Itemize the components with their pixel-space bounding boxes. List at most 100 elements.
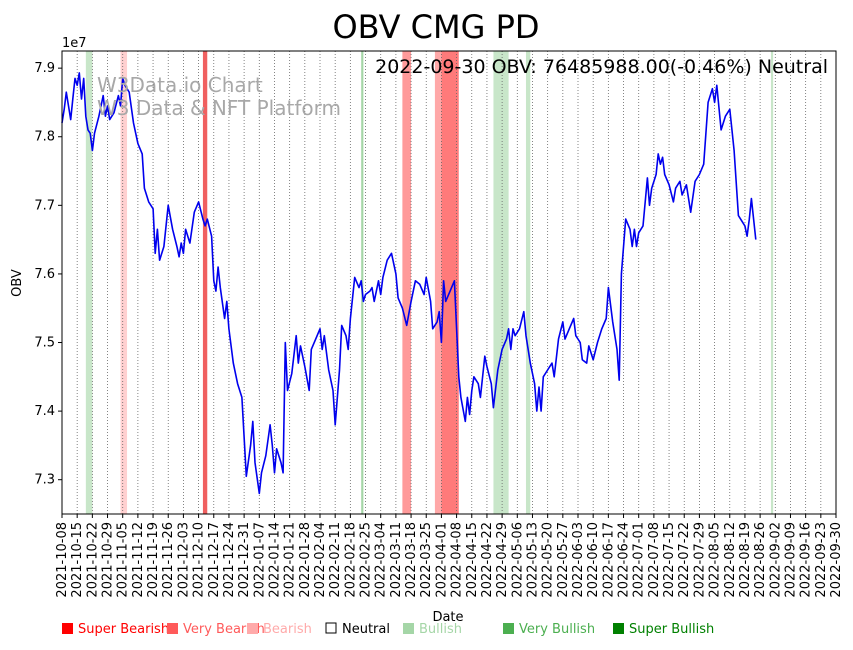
signal-region-bullish (770, 51, 774, 514)
y-tick-label: 7.8 (34, 130, 55, 145)
x-tick-label: 2022-02-04 (313, 522, 328, 598)
x-tick-label: 2022-09-23 (814, 522, 829, 598)
x-tick-label: 2021-11-05 (116, 522, 131, 598)
x-tick-label: 2022-07-08 (647, 522, 662, 598)
x-tick-label: 2021-12-03 (176, 522, 191, 598)
legend-label-super-bearish: Super Bearish (78, 622, 169, 637)
legend-label-very-bearish: Very Bearish (183, 622, 265, 637)
x-axis: 2021-10-08 2021-10-15 2021-10-22 2021-10-29… (55, 514, 844, 598)
x-tick-label: 2021-10-08 (55, 522, 70, 598)
x-tick-label: 2021-12-17 (207, 522, 222, 598)
signal-region-bullish (493, 51, 509, 514)
x-tick-label: 2022-01-07 (252, 522, 267, 598)
signal-region-very-bearish (202, 51, 208, 514)
x-tick-label: 2022-08-26 (753, 522, 768, 598)
x-tick-label: 2022-04-15 (465, 522, 480, 598)
y-tick-label: 7.7 (34, 198, 55, 213)
obv-series-layer (61, 72, 757, 495)
legend-swatch-super-bullish (613, 623, 624, 634)
x-tick-label: 2021-10-29 (101, 522, 116, 598)
x-tick-label: 2022-02-18 (343, 522, 358, 598)
legend-label-neutral: Neutral (342, 622, 390, 637)
chart-title: OBV CMG PD (332, 8, 539, 46)
legend-label-super-bullish: Super Bullish (629, 622, 714, 637)
legend-swatch-very-bullish (503, 623, 514, 634)
x-tick-label: 2021-10-22 (85, 522, 100, 598)
x-tick-label: 2022-07-22 (677, 522, 692, 598)
x-tick-label: 2022-03-04 (374, 522, 389, 598)
x-tick-label: 2021-11-26 (161, 522, 176, 598)
legend-label-very-bullish: Very Bullish (519, 622, 595, 637)
x-tick-label: 2022-01-21 (283, 522, 298, 598)
watermark-line-2: W3 Data & NFT Platform (97, 96, 341, 120)
x-tick-label: 2022-09-09 (783, 522, 798, 598)
x-tick-label: 2022-08-19 (738, 522, 753, 598)
x-tick-label: 2022-06-24 (617, 522, 632, 598)
legend-label-bearish: Bearish (263, 622, 312, 637)
obv-annotation: 2022-09-30 OBV: 76485988.00(-0.46%) Neut… (375, 56, 828, 78)
x-tick-label: 2022-07-01 (632, 522, 647, 598)
x-tick-label: 2022-05-06 (510, 522, 525, 598)
signal-regions (85, 51, 774, 514)
x-tick-label: 2022-07-29 (692, 522, 707, 598)
x-tick-label: 2022-05-20 (541, 522, 556, 598)
x-tick-label: 2021-12-10 (192, 522, 207, 598)
y-axis: 7.3 7.4 7.5 7.6 7.7 7.8 7.9 (34, 61, 62, 488)
y-tick-label: 7.9 (34, 61, 55, 76)
x-tick-label: 2022-07-15 (662, 522, 677, 598)
x-tick-label: 2022-01-28 (298, 522, 313, 598)
signal-region-bullish (85, 51, 93, 514)
x-tick-label: 2022-04-29 (495, 522, 510, 598)
x-tick-label: 2022-06-10 (586, 522, 601, 598)
x-tick-label: 2022-03-18 (404, 522, 419, 598)
vertical-gridlines (61, 51, 837, 514)
x-tick-label: 2022-04-22 (480, 522, 495, 598)
x-tick-label: 2021-10-15 (70, 522, 85, 598)
x-tick-label: 2022-08-05 (708, 522, 723, 598)
signal-region-bearish (120, 51, 128, 514)
x-tick-label: 2022-04-01 (434, 522, 449, 598)
x-tick-label: 2022-05-27 (556, 522, 571, 598)
signal-region-very-bearish (402, 51, 412, 514)
x-tick-label: 2022-06-03 (571, 522, 586, 598)
x-tick-label: 2022-06-17 (601, 522, 616, 598)
legend-label-bullish: Bullish (419, 622, 462, 637)
x-axis-label: Date (432, 610, 463, 625)
legend-swatch-bullish (403, 623, 414, 634)
y-tick-label: 7.6 (34, 267, 55, 282)
signal-region-bullish (525, 51, 531, 514)
y-axis-label: OBV (10, 269, 25, 297)
legend-swatch-super-bearish (62, 623, 73, 634)
watermark-line-1: W3Data.io Chart (97, 73, 263, 97)
x-tick-label: 2022-02-11 (328, 522, 343, 598)
signal-region-bullish (361, 51, 364, 514)
x-tick-label: 2022-08-12 (723, 522, 738, 598)
x-tick-label: 2021-12-31 (237, 522, 252, 598)
x-tick-label: 2022-09-02 (768, 522, 783, 598)
y-tick-label: 7.3 (34, 473, 55, 488)
y-tick-label: 7.4 (34, 404, 55, 419)
signal-region-very-bearish (434, 51, 442, 514)
signal-region-super-bearish (441, 51, 459, 514)
x-tick-label: 2022-01-14 (267, 522, 282, 598)
x-tick-label: 2022-09-16 (799, 522, 814, 598)
x-tick-label: 2021-12-24 (222, 522, 237, 598)
x-tick-label: 2022-03-11 (389, 522, 404, 598)
obv-line (61, 72, 757, 495)
x-tick-label: 2022-05-13 (525, 522, 540, 598)
legend-swatch-bearish (247, 623, 258, 634)
y-tick-label: 7.5 (34, 336, 55, 351)
x-tick-label: 2022-03-25 (419, 522, 434, 598)
legend-swatch-very-bearish (167, 623, 178, 634)
x-tick-label: 2022-09-30 (829, 522, 844, 598)
x-tick-label: 2021-11-12 (131, 522, 146, 598)
legend-swatch-neutral (325, 622, 337, 634)
x-tick-label: 2022-02-25 (359, 522, 374, 598)
x-tick-label: 2022-04-08 (450, 522, 465, 598)
y-multiplier-label: 1e7 (62, 36, 87, 51)
x-tick-label: 2021-11-19 (146, 522, 161, 598)
plot-frame (61, 50, 837, 515)
